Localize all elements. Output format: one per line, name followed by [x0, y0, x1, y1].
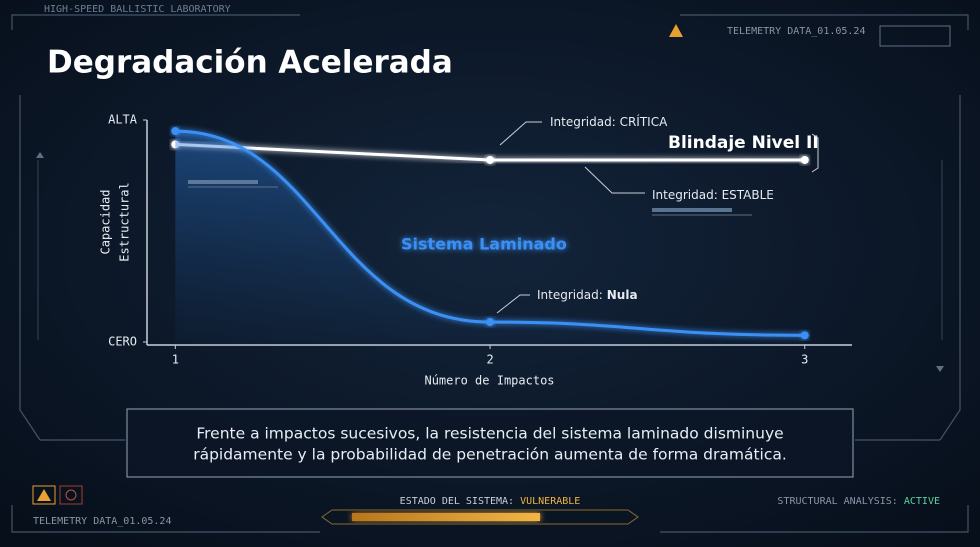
mini-bar: [188, 180, 258, 184]
analysis: STRUCTURAL ANALYSIS: ACTIVE: [777, 496, 940, 507]
bracket: [811, 133, 819, 173]
analysis-value: ACTIVE: [904, 496, 940, 507]
progress-fill: [352, 513, 540, 521]
y-tick-label: ALTA: [108, 113, 138, 127]
y-axis-label: Capacidad: [99, 189, 113, 254]
annotation: Integridad: Nula: [537, 288, 638, 302]
data-point: [486, 155, 495, 164]
area-fill: [175, 131, 805, 345]
status-label: ESTADO DEL SISTEMA:: [400, 496, 514, 507]
progress-frame: [321, 509, 639, 525]
analysis-label: STRUCTURAL ANALYSIS:: [777, 496, 897, 507]
icon-box: [32, 485, 56, 505]
frame: [11, 14, 969, 533]
leader: [499, 121, 542, 146]
x-axis-label: Número de Impactos: [424, 374, 554, 388]
panel: [879, 25, 951, 47]
marker: [936, 366, 944, 372]
caption-line: Frente a impactos sucesivos, la resisten…: [196, 425, 783, 443]
leader: [584, 166, 645, 194]
annotation: Integridad: ESTABLE: [652, 188, 774, 202]
data-point: [486, 318, 495, 327]
series-label: Blindaje Nivel II: [668, 133, 819, 153]
marker: [36, 152, 44, 158]
warning-icon: [669, 24, 683, 37]
plot: CERO ALTA 1 2 3 Número de Impactos Capacidad Es…: [99, 113, 852, 388]
lab-name: HIGH-SPEED BALLISTIC LABORATORY: [44, 4, 231, 15]
series-label: Sistema Laminado: [401, 235, 567, 254]
annotation: Integridad: CRÍTICA: [550, 114, 668, 129]
y-axis-label: Estructural: [118, 182, 132, 261]
status: ESTADO DEL SISTEMA: VULNERABLE: [400, 496, 581, 507]
annotation-text: Integridad: CRÍTICA: [550, 114, 668, 129]
x-tick-label: 1: [172, 353, 179, 367]
warning-icon: [37, 489, 51, 501]
caption-line: rápidamente y la probabilidad de penetra…: [193, 446, 787, 464]
data-point: [171, 127, 180, 136]
annotation-strong: Nula: [607, 288, 638, 302]
telemetry: TELEMETRY DATA_01.05.24: [727, 26, 865, 37]
telemetry: TELEMETRY DATA_01.05.24: [33, 516, 171, 527]
leader: [496, 294, 530, 314]
hazard-icon: [65, 489, 77, 501]
data-point: [800, 155, 809, 164]
y-tick-label: CERO: [108, 335, 137, 349]
annotation-text: Integridad: ESTABLE: [652, 188, 774, 202]
x-tick-label: 3: [801, 353, 808, 367]
status-value: VULNERABLE: [520, 496, 580, 507]
data-point: [800, 331, 809, 340]
annotation-text: Integridad:: [537, 288, 603, 302]
title: Degradación Acelerada: [47, 45, 453, 81]
series-line: [175, 129, 805, 337]
x-tick-label: 2: [486, 353, 493, 367]
icon-box: [59, 485, 83, 505]
mini-bar: [652, 208, 732, 212]
caption-box: [126, 408, 854, 478]
